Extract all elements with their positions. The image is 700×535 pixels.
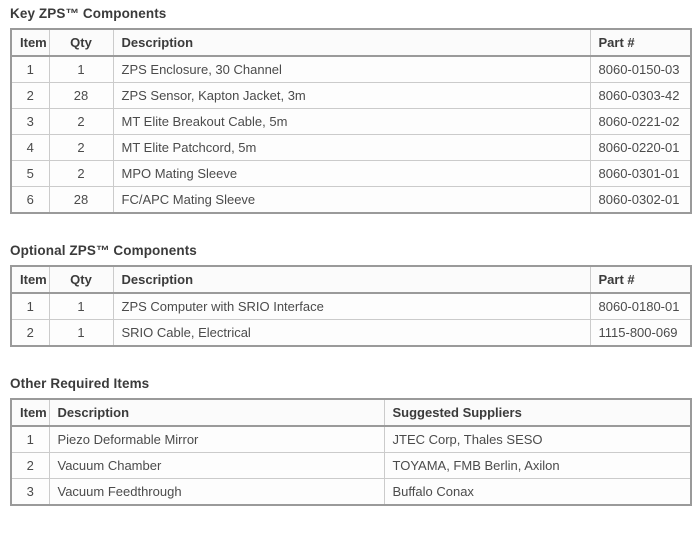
header-row: Item Description Suggested Suppliers: [10, 398, 692, 427]
cell-part-number: 8060-0221-02: [589, 108, 692, 135]
cell-description: Piezo Deformable Mirror: [48, 425, 385, 453]
cell-description: FC/APC Mating Sleeve: [112, 186, 591, 214]
cell-part-number: 8060-0302-01: [589, 186, 692, 214]
table-row: 4 2 MT Elite Patchcord, 5m 8060-0220-01: [10, 134, 692, 161]
component-tables-page: Key ZPS™ Components Item Qty Description Par…: [10, 6, 692, 506]
column-header-part-number: Part #: [589, 265, 692, 294]
cell-description: MT Elite Patchcord, 5m: [112, 134, 591, 161]
cell-item: 3: [10, 478, 50, 506]
section-optional-zps-components: Optional ZPS™ Components Item Qty Descripti…: [10, 243, 692, 347]
section-key-zps-components: Key ZPS™ Components Item Qty Description Par…: [10, 6, 692, 214]
cell-part-number: 8060-0301-01: [589, 160, 692, 187]
cell-suggested-suppliers: Buffalo Conax: [383, 478, 692, 506]
cell-item: 1: [10, 55, 50, 83]
cell-qty: 2: [48, 134, 114, 161]
cell-item: 2: [10, 319, 50, 347]
column-header-item: Item: [10, 28, 50, 57]
cell-qty: 28: [48, 186, 114, 214]
cell-part-number: 8060-0303-42: [589, 82, 692, 109]
cell-item: 6: [10, 186, 50, 214]
other-required-items-table: Item Description Suggested Suppliers 1 Piezo…: [10, 398, 692, 506]
cell-part-number: 8060-0220-01: [589, 134, 692, 161]
cell-qty: 1: [48, 55, 114, 83]
table-row: 1 1 ZPS Computer with SRIO Interface 8060-0…: [10, 292, 692, 320]
cell-qty: 2: [48, 160, 114, 187]
cell-suggested-suppliers: JTEC Corp, Thales SESO: [383, 425, 692, 453]
cell-description: MPO Mating Sleeve: [112, 160, 591, 187]
cell-part-number: 8060-0180-01: [589, 292, 692, 320]
cell-item: 4: [10, 134, 50, 161]
column-header-item: Item: [10, 265, 50, 294]
section-other-required-items: Other Required Items Item Description Sugge…: [10, 376, 692, 506]
header-row: Item Qty Description Part #: [10, 28, 692, 57]
table-row: 2 28 ZPS Sensor, Kapton Jacket, 3m 8060-030…: [10, 82, 692, 109]
column-header-suggested-suppliers: Suggested Suppliers: [383, 398, 692, 427]
table-title-key-zps-components: Key ZPS™ Components: [10, 6, 167, 21]
cell-part-number: 8060-0150-03: [589, 55, 692, 83]
optional-zps-components-table: Item Qty Description Part #1 1 ZPS Computer w…: [10, 265, 692, 347]
cell-item: 5: [10, 160, 50, 187]
key-zps-components-table: Item Qty Description Part #1 1 ZPS Enclosure,…: [10, 28, 692, 214]
cell-description: SRIO Cable, Electrical: [112, 319, 591, 347]
table-row: 1 1 ZPS Enclosure, 30 Channel 8060-0150-03: [10, 55, 692, 83]
cell-description: ZPS Computer with SRIO Interface: [112, 292, 591, 320]
table-title-optional-zps-components: Optional ZPS™ Components: [10, 243, 197, 258]
table-row: 2 Vacuum Chamber TOYAMA, FMB Berlin, Axilo…: [10, 452, 692, 479]
table-row: 5 2 MPO Mating Sleeve 8060-0301-01: [10, 160, 692, 187]
cell-qty: 1: [48, 292, 114, 320]
cell-item: 2: [10, 82, 50, 109]
cell-suggested-suppliers: TOYAMA, FMB Berlin, Axilon: [383, 452, 692, 479]
cell-qty: 28: [48, 82, 114, 109]
cell-description: Vacuum Feedthrough: [48, 478, 385, 506]
table-row: 3 2 MT Elite Breakout Cable, 5m 8060-0221-0…: [10, 108, 692, 135]
column-header-description: Description: [112, 265, 591, 294]
cell-description: ZPS Enclosure, 30 Channel: [112, 55, 591, 83]
cell-item: 1: [10, 292, 50, 320]
cell-description: Vacuum Chamber: [48, 452, 385, 479]
column-header-qty: Qty: [48, 28, 114, 57]
column-header-qty: Qty: [48, 265, 114, 294]
cell-item: 2: [10, 452, 50, 479]
cell-item: 1: [10, 425, 50, 453]
table-title-other-required-items: Other Required Items: [10, 376, 150, 391]
table-row: 6 28 FC/APC Mating Sleeve 8060-0302-01: [10, 186, 692, 214]
table-row: 3 Vacuum Feedthrough Buffalo Conax: [10, 478, 692, 506]
cell-item: 3: [10, 108, 50, 135]
cell-qty: 2: [48, 108, 114, 135]
cell-part-number: 1115-800-069: [589, 319, 692, 347]
table-row: 2 1 SRIO Cable, Electrical 1115-800-069: [10, 319, 692, 347]
column-header-description: Description: [112, 28, 591, 57]
header-row: Item Qty Description Part #: [10, 265, 692, 294]
cell-description: MT Elite Breakout Cable, 5m: [112, 108, 591, 135]
table-row: 1 Piezo Deformable Mirror JTEC Corp, Thale…: [10, 425, 692, 453]
column-header-description: Description: [48, 398, 385, 427]
cell-qty: 1: [48, 319, 114, 347]
cell-description: ZPS Sensor, Kapton Jacket, 3m: [112, 82, 591, 109]
column-header-item: Item: [10, 398, 50, 427]
column-header-part-number: Part #: [589, 28, 692, 57]
